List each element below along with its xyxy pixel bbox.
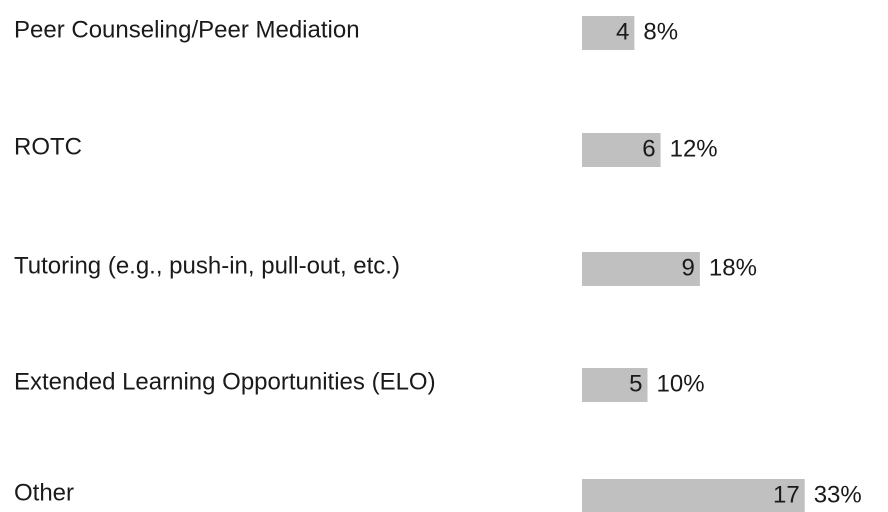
category-label: ROTC: [14, 133, 82, 160]
category-label: Other: [14, 479, 74, 506]
bar: [582, 479, 805, 512]
percent-label: 33%: [814, 481, 862, 508]
category-label: Extended Learning Opportunities (ELO): [14, 368, 436, 395]
count-label: 9: [682, 254, 695, 281]
percent-label: 12%: [670, 135, 718, 162]
count-label: 4: [616, 18, 629, 45]
bar: [582, 252, 700, 286]
category-label: Tutoring (e.g., push-in, pull-out, etc.): [14, 252, 400, 279]
count-label: 6: [642, 135, 655, 162]
category-label: Peer Counseling/Peer Mediation: [14, 16, 360, 43]
bar: [582, 368, 648, 402]
percent-label: 10%: [657, 370, 705, 397]
count-label: 5: [629, 370, 642, 397]
bar: [582, 133, 661, 167]
bar: [582, 16, 635, 50]
percent-label: 18%: [709, 254, 757, 281]
count-label: 17: [773, 481, 800, 508]
percent-label: 8%: [643, 18, 678, 45]
